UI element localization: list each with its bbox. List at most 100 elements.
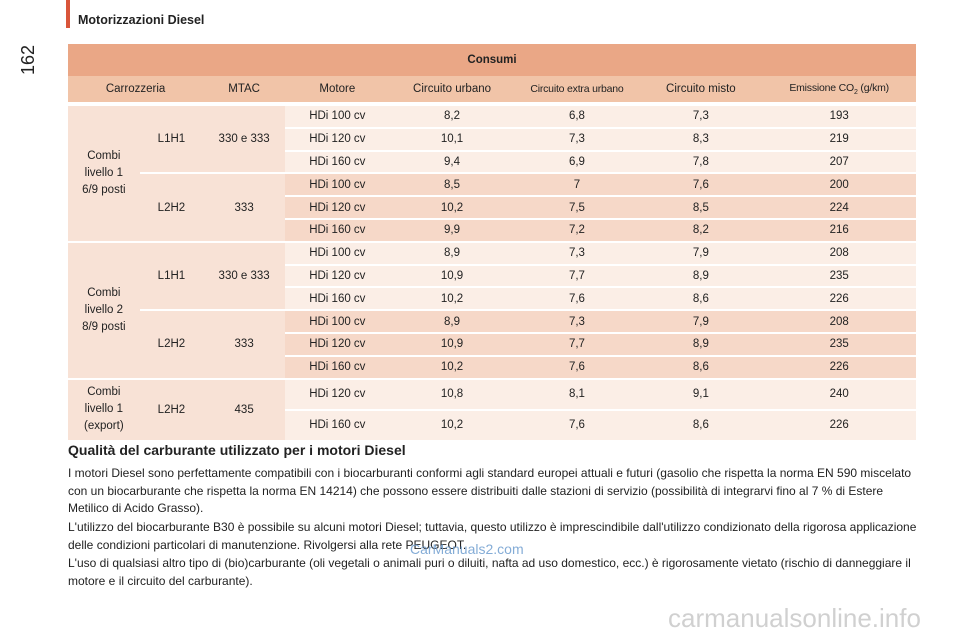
col-header-carrozzeria: Carrozzeria (68, 76, 204, 106)
misto-cell: 8,9 (639, 265, 763, 289)
misto-cell: 7,6 (639, 174, 763, 198)
carrozzeria-cell: Combi livello 2 8/9 posti (68, 242, 140, 380)
table-row: L2H2 333 HDi 100 cv 8,5 7 7,6 200 (68, 174, 916, 243)
motore-cell: HDi 100 cv (285, 242, 390, 266)
motore-cell: HDi 120 cv (285, 265, 390, 289)
extra-urbano-cell: 6,8 (514, 106, 640, 129)
mtac-cell: 330 e 333 (203, 242, 286, 312)
header-row: Carrozzeria MTAC Motore Circuito urbano … (68, 76, 916, 106)
extra-urbano-cell: 8,1 (514, 379, 640, 411)
table-row: HDi 160 cv 10,2 7,6 8,6 226 (68, 288, 916, 312)
accent-bar (66, 0, 70, 28)
emissione-cell: 208 (762, 311, 916, 334)
col-header-misto: Circuito misto (639, 76, 763, 106)
table-title: Consumi (68, 44, 916, 76)
urbano-cell: 9,9 (389, 219, 515, 243)
table-row: Combi livello 2 8/9 posti L1H1 330 e 333 HDi … (68, 242, 916, 380)
watermark-large: carmanualsonline.info (668, 603, 921, 633)
motore-cell: HDi 100 cv (285, 106, 390, 129)
carrozzeria-line: 6/9 posti (82, 183, 126, 196)
mtac-cell: 330 e 333 (203, 106, 286, 175)
table-row: HDi 120 cv 10,1 7,3 8,3 219 (68, 128, 916, 152)
table-row: Combi livello 1 (export) L2H2 435 HDi 120 cv 1… (68, 379, 916, 442)
misto-cell: 8,3 (639, 128, 763, 152)
extra-urbano-cell: 6,9 (514, 151, 640, 175)
table-row: HDi 120 cv 10,9 7,7 8,9 235 (68, 265, 916, 289)
page-number: 162 (17, 44, 38, 76)
emissione-cell: 193 (762, 106, 916, 129)
motore-cell: HDi 160 cv (285, 288, 390, 312)
emissione-cell: 235 (762, 265, 916, 289)
misto-cell: 8,6 (639, 410, 763, 442)
carrozzeria-line: livello 1 (84, 166, 124, 179)
emissione-cell: 216 (762, 219, 916, 243)
emissione-cell: 226 (762, 356, 916, 380)
extra-urbano-cell: 7,6 (514, 356, 640, 380)
table-row: Combi livello 1 6/9 posti L1H1 330 e 333 HDi … (68, 106, 916, 243)
misto-cell: 8,6 (639, 356, 763, 380)
carrozzeria-cell: Combi livello 1 6/9 posti (68, 106, 140, 243)
urbano-cell: 10,2 (389, 197, 515, 220)
urbano-cell: 10,9 (389, 265, 515, 289)
misto-cell: 7,8 (639, 151, 763, 175)
consumption-table: Carrozzeria MTAC Motore Circuito urbano … (68, 76, 916, 442)
extra-urbano-cell: 7,6 (514, 288, 640, 312)
urbano-cell: 10,2 (389, 356, 515, 380)
table-row: HDi 120 cv 10,2 7,5 8,5 224 (68, 197, 916, 220)
emissione-cell: 200 (762, 174, 916, 198)
motore-cell: HDi 120 cv (285, 197, 390, 220)
urbano-cell: 10,2 (389, 288, 515, 312)
urbano-cell: 10,8 (389, 379, 515, 411)
extra-urbano-cell: 7 (514, 174, 640, 198)
extra-urbano-cell: 7,6 (514, 410, 640, 442)
section-title: Motorizzazioni Diesel (78, 13, 205, 27)
urbano-cell: 8,2 (389, 106, 515, 129)
motore-cell: HDi 120 cv (285, 333, 390, 357)
extra-urbano-cell: 7,5 (514, 197, 640, 220)
table-row: L2H2 333 HDi 100 cv 8,9 7,3 7,9 208 (68, 311, 916, 380)
emissione-label: Emissione CO (789, 81, 855, 94)
emissione-cell: 226 (762, 410, 916, 442)
carrozzeria-line: livello 2 (84, 303, 124, 316)
misto-cell: 8,9 (639, 333, 763, 357)
urbano-cell: 10,1 (389, 128, 515, 152)
consumption-table-wrapper: Consumi Carrozzeria MTAC Motore Circuito… (68, 44, 916, 442)
version-cell: L1H1 (139, 106, 204, 175)
urbano-cell: 9,4 (389, 151, 515, 175)
col-header-urbano: Circuito urbano (389, 76, 515, 106)
col-header-extra-urbano: Circuito extra urbano (514, 76, 640, 106)
motore-cell: HDi 160 cv (285, 410, 390, 442)
misto-cell: 7,9 (639, 242, 763, 266)
motore-cell: HDi 160 cv (285, 219, 390, 243)
emissione-subscript: 2 (854, 89, 858, 97)
misto-cell: 8,2 (639, 219, 763, 243)
motore-cell: HDi 160 cv (285, 151, 390, 175)
version-cell: L2H2 (139, 174, 204, 243)
version-cell: L2H2 (139, 379, 204, 442)
carrozzeria-line: livello 1 (84, 403, 124, 416)
emissione-cell: 219 (762, 128, 916, 152)
table-row: HDi 160 cv 9,9 7,2 8,2 216 (68, 219, 916, 243)
version-cell: L1H1 (139, 242, 204, 312)
col-header-mtac: MTAC (203, 76, 286, 106)
carrozzeria-line: (export) (84, 420, 124, 433)
table-row: HDi 120 cv 10,9 7,7 8,9 235 (68, 333, 916, 357)
misto-cell: 8,5 (639, 197, 763, 220)
urbano-cell: 10,9 (389, 333, 515, 357)
extra-urbano-cell: 7,7 (514, 265, 640, 289)
table-row: HDi 160 cv 10,2 7,6 8,6 226 (68, 410, 916, 442)
emissione-cell: 240 (762, 379, 916, 411)
fuel-paragraph-2: L'utilizzo del biocarburante B30 è possi… (68, 520, 917, 552)
extra-urbano-cell: 7,3 (514, 242, 640, 266)
extra-urbano-cell: 7,7 (514, 333, 640, 357)
mtac-cell: 333 (203, 174, 286, 243)
fuel-paragraph-3: L'uso di qualsiasi altro tipo di (bio)ca… (68, 556, 911, 588)
urbano-cell: 8,9 (389, 311, 515, 334)
mtac-cell: 435 (203, 379, 286, 442)
urbano-cell: 8,5 (389, 174, 515, 198)
extra-urbano-cell: 7,3 (514, 311, 640, 334)
watermark-small: CarManuals2.com (410, 541, 524, 557)
carrozzeria-line: 8/9 posti (82, 320, 126, 333)
carrozzeria-cell: Combi livello 1 (export) (68, 379, 140, 442)
emissione-cell: 207 (762, 151, 916, 175)
